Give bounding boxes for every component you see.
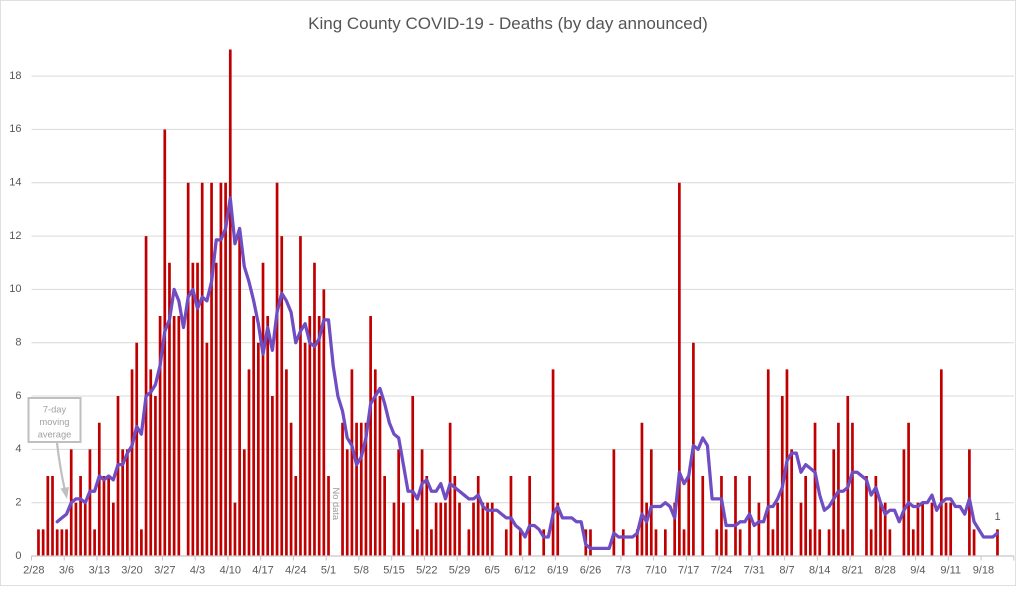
svg-text:8: 8 [15,337,21,349]
svg-text:18: 18 [9,70,21,82]
svg-text:6/19: 6/19 [547,565,568,577]
svg-text:5/29: 5/29 [449,565,470,577]
svg-text:average: average [38,430,72,440]
svg-text:4: 4 [15,443,21,455]
svg-text:6/5: 6/5 [485,565,500,577]
svg-text:8/14: 8/14 [809,565,830,577]
svg-text:6: 6 [15,390,21,402]
svg-text:5/22: 5/22 [416,565,437,577]
svg-text:No data: No data [331,488,341,521]
svg-text:7/3: 7/3 [616,565,631,577]
svg-text:5/1: 5/1 [321,565,336,577]
svg-text:6/26: 6/26 [580,565,601,577]
svg-text:King County COVID-19 - Deaths: King County COVID-19 - Deaths (by day an… [308,14,708,33]
svg-text:moving: moving [40,417,70,427]
svg-text:3/27: 3/27 [154,565,175,577]
svg-text:3/6: 3/6 [59,565,74,577]
svg-text:4/3: 4/3 [190,565,205,577]
svg-text:5/8: 5/8 [354,565,369,577]
svg-text:1: 1 [994,511,1000,523]
svg-text:9/4: 9/4 [910,565,925,577]
svg-text:4/17: 4/17 [252,565,273,577]
svg-text:2/28: 2/28 [23,565,44,577]
svg-text:0: 0 [15,550,21,562]
svg-text:3/13: 3/13 [89,565,110,577]
svg-text:6/12: 6/12 [514,565,535,577]
svg-text:5/15: 5/15 [383,565,404,577]
svg-text:8/7: 8/7 [779,565,794,577]
svg-text:16: 16 [9,123,21,135]
svg-text:7/17: 7/17 [678,565,699,577]
svg-text:7/10: 7/10 [645,565,666,577]
svg-text:9/11: 9/11 [940,565,961,577]
svg-text:9/18: 9/18 [973,565,994,577]
svg-text:4/10: 4/10 [220,565,241,577]
svg-text:8/21: 8/21 [842,565,863,577]
svg-text:7/24: 7/24 [711,565,732,577]
svg-text:2: 2 [15,497,21,509]
svg-text:8/28: 8/28 [874,565,895,577]
svg-text:4/24: 4/24 [285,565,306,577]
svg-text:14: 14 [9,177,21,189]
svg-text:3/20: 3/20 [121,565,142,577]
svg-text:12: 12 [9,230,21,242]
svg-text:7/31: 7/31 [743,565,764,577]
svg-text:7-day: 7-day [43,405,67,415]
svg-text:10: 10 [9,283,21,295]
